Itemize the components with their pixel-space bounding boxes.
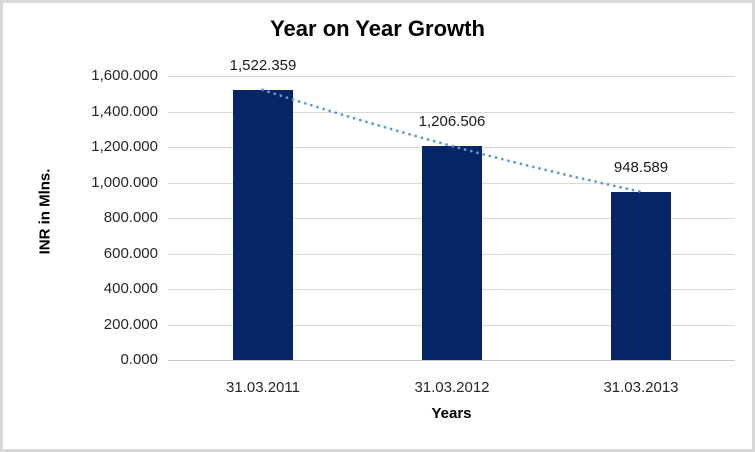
gridline [168, 76, 735, 77]
y-tick-label: 600.000 [103, 245, 158, 262]
y-axis-title: INR in Mlns. [36, 168, 54, 255]
x-axis-title: Years [431, 405, 472, 422]
x-tick-label: 31.03.2013 [603, 379, 679, 396]
y-tick-label: 1,600.000 [91, 67, 158, 84]
chart-title: Year on Year Growth [270, 16, 485, 41]
y-tick-label: 800.000 [103, 209, 158, 226]
y-tick-label: 1,400.000 [91, 103, 158, 120]
y-tick-label: 0.000 [120, 351, 158, 368]
x-tick-label: 31.03.2012 [414, 379, 490, 396]
data-label: 1,206.506 [418, 113, 486, 130]
data-label: 1,522.359 [229, 57, 297, 74]
x-tick-label: 31.03.2011 [226, 379, 300, 396]
data-label: 948.589 [613, 159, 669, 176]
y-tick-label: 1,200.000 [91, 138, 158, 155]
y-tick-label: 400.000 [103, 280, 158, 297]
bar [611, 192, 671, 360]
y-tick-label: 200.000 [103, 316, 158, 333]
x-axis-line [168, 360, 735, 361]
bar [422, 146, 482, 360]
bar [233, 90, 293, 360]
y-tick-label: 1,000.000 [91, 174, 158, 191]
